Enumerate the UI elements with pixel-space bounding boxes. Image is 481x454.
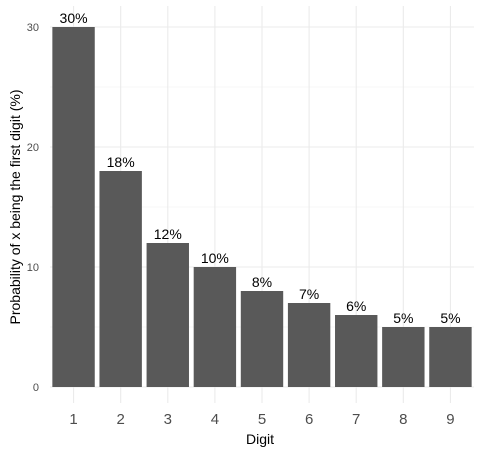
bar [382,327,425,387]
bar-data-label: 6% [346,298,366,314]
y-tick-label: 20 [27,142,39,154]
bar [335,315,378,387]
bar-data-label: 7% [299,286,319,302]
bar [99,171,142,387]
bar-data-label: 8% [252,274,272,290]
bar [193,267,237,387]
x-axis-title: Digit [246,431,274,447]
x-tick-label: 9 [446,411,454,428]
bar [429,327,472,387]
y-tick-label: 0 [33,382,39,394]
bar [52,27,95,387]
y-axis: 0 10 20 30 [27,22,39,394]
x-tick-label: 2 [116,411,124,428]
y-axis-title: Probability of x being the first digit (… [7,90,23,325]
bar-data-label: 18% [107,154,135,170]
y-tick-label: 10 [27,262,39,274]
bar [146,243,189,387]
x-tick-label: 3 [164,411,172,428]
bar [240,291,284,387]
y-tick-label: 30 [27,22,39,34]
x-tick-label: 4 [211,411,219,428]
x-tick-label: 6 [305,411,313,428]
x-tick-label: 8 [399,411,407,428]
bar-data-label: 10% [201,250,229,266]
bar-data-label: 12% [154,226,182,242]
bars-layer [52,27,472,387]
x-axis: 1 2 3 4 5 6 7 8 9 [69,411,454,428]
bar [287,303,331,387]
bar-data-label: 5% [440,310,460,326]
x-tick-label: 7 [352,411,360,428]
x-tick-label: 1 [69,411,77,428]
bar-data-label: 30% [60,10,88,26]
bar-data-label: 5% [393,310,413,326]
data-labels-layer: 30% 18% 12% 10% 8% 7% 6% 5% 5% [60,10,461,326]
x-tick-label: 5 [258,411,266,428]
